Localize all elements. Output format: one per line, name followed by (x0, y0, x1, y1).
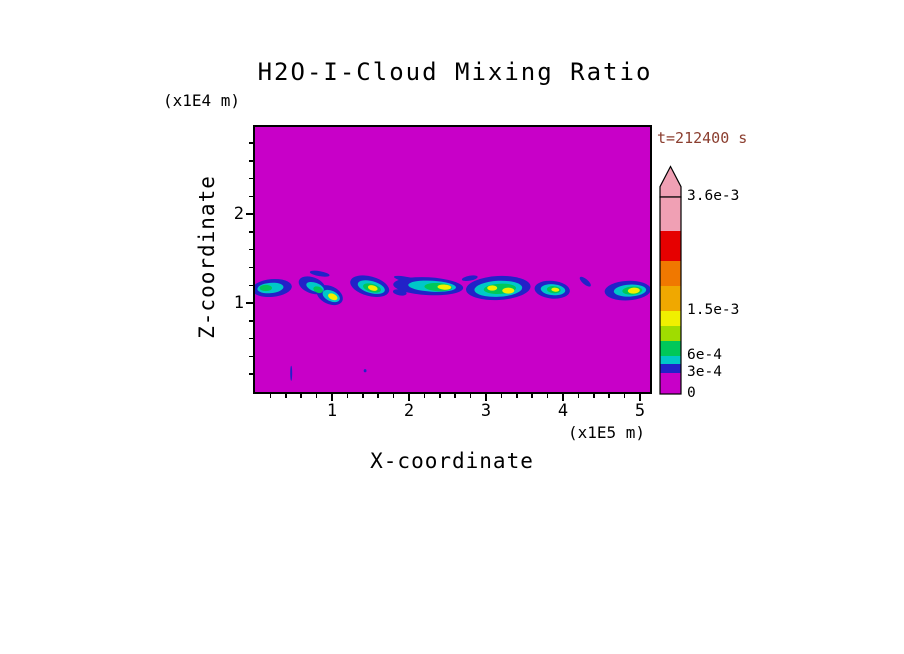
x-axis-tick-label: 3 (480, 401, 492, 421)
x-axis-minor-tick (439, 394, 441, 398)
x-axis-minor-tick (593, 394, 595, 398)
colorbar-label: 0 (687, 385, 696, 401)
x-axis-minor-tick (608, 394, 610, 398)
colorbar-segment (660, 326, 681, 341)
plot-area (253, 125, 652, 394)
z-axis-minor-tick (249, 195, 253, 198)
x-axis-minor-tick (362, 394, 364, 398)
chart-title: H2O-I-Cloud Mixing Ratio (257, 58, 653, 86)
x-axis-major-tick (485, 394, 487, 401)
colorbar-segment (660, 356, 681, 364)
cloud-contour-yellow (502, 287, 515, 294)
x-axis-minor-tick (623, 394, 626, 398)
x-axis-minor-tick (392, 394, 395, 398)
cloud-contour-green (313, 286, 323, 294)
cloud-contour-outline (363, 369, 367, 373)
x-axis-minor-tick (315, 394, 318, 398)
x-axis-major-tick (562, 394, 564, 401)
x-axis-tick-label: 5 (634, 401, 646, 421)
z-axis-minor-tick (249, 142, 253, 144)
z-axis-minor-tick (249, 231, 253, 233)
z-axis-minor-tick (249, 160, 253, 162)
colorbar (659, 165, 682, 395)
z-axis-title: Z-coordinate (195, 175, 219, 339)
x-axis-minor-tick (516, 394, 518, 398)
x-axis-minor-tick (346, 394, 349, 398)
z-axis-unit-label: (x1E4 m) (163, 91, 241, 110)
cloud-field (255, 127, 650, 392)
x-axis-major-tick (639, 394, 641, 401)
x-axis-tick-label: 4 (557, 401, 569, 421)
time-annotation: t=212400 s (657, 129, 748, 147)
colorbar-frame (659, 196, 682, 395)
colorbar-segment (660, 231, 681, 261)
cloud-contour-yellow (328, 293, 338, 301)
x-axis-title: X-coordinate (370, 449, 534, 473)
x-axis-minor-tick (300, 394, 302, 398)
cloud-contour-outline (461, 275, 478, 282)
z-axis-minor-tick (249, 266, 253, 269)
colorbar-segment (660, 364, 681, 373)
z-axis-tick-label: 2 (233, 204, 244, 225)
x-axis-minor-tick (454, 394, 456, 398)
x-axis-major-tick (331, 394, 333, 401)
z-axis-minor-tick (249, 284, 253, 287)
colorbar-label: 3.6e-3 (687, 188, 740, 204)
x-axis-major-tick (408, 394, 410, 401)
x-axis-minor-tick (377, 394, 379, 398)
colorbar-segment (660, 341, 681, 356)
colorbar-segment (660, 311, 681, 326)
cloud-contour-yellow (487, 285, 498, 291)
colorbar-segment (660, 373, 681, 394)
x-axis-minor-tick (269, 394, 272, 398)
cloud-contour-outline (290, 365, 293, 381)
colorbar-label: 3e-4 (687, 364, 722, 380)
cloud-contour-yellow (437, 284, 452, 290)
colorbar-segment (660, 261, 681, 286)
x-axis-minor-tick (423, 394, 426, 398)
cloud-contour-outline (309, 270, 330, 277)
z-axis-major-tick (246, 213, 253, 215)
colorbar-overflow-arrow (659, 165, 682, 198)
z-axis-tick-label: 1 (233, 293, 244, 314)
z-axis-minor-tick (249, 337, 253, 340)
x-axis-tick-label: 2 (403, 401, 415, 421)
x-axis-minor-tick (577, 394, 580, 398)
z-axis-major-tick (246, 302, 253, 304)
cloud-contour-green (259, 284, 272, 292)
x-axis-minor-tick (285, 394, 287, 398)
z-axis-minor-tick (249, 248, 253, 251)
z-axis-minor-tick (249, 320, 253, 322)
x-axis-minor-tick (500, 394, 503, 398)
cloud-contour-outline (579, 276, 591, 287)
z-axis-minor-tick (249, 177, 253, 180)
x-axis-tick-label: 1 (326, 401, 338, 421)
cloud-contour-yellow (551, 287, 560, 292)
cloud-contour-yellow (627, 287, 640, 294)
z-axis-minor-tick (249, 373, 253, 375)
x-axis-minor-tick (531, 394, 533, 398)
x-axis-minor-tick (546, 394, 549, 398)
colorbar-label: 1.5e-3 (687, 302, 740, 318)
x-axis-minor-tick (469, 394, 472, 398)
z-axis-minor-tick (249, 355, 253, 358)
colorbar-segment (660, 286, 681, 311)
x-axis-unit-label: (x1E5 m) (568, 423, 646, 442)
colorbar-segment (660, 197, 681, 231)
cloud-contour-yellow (367, 285, 378, 291)
colorbar-label: 6e-4 (687, 347, 722, 363)
